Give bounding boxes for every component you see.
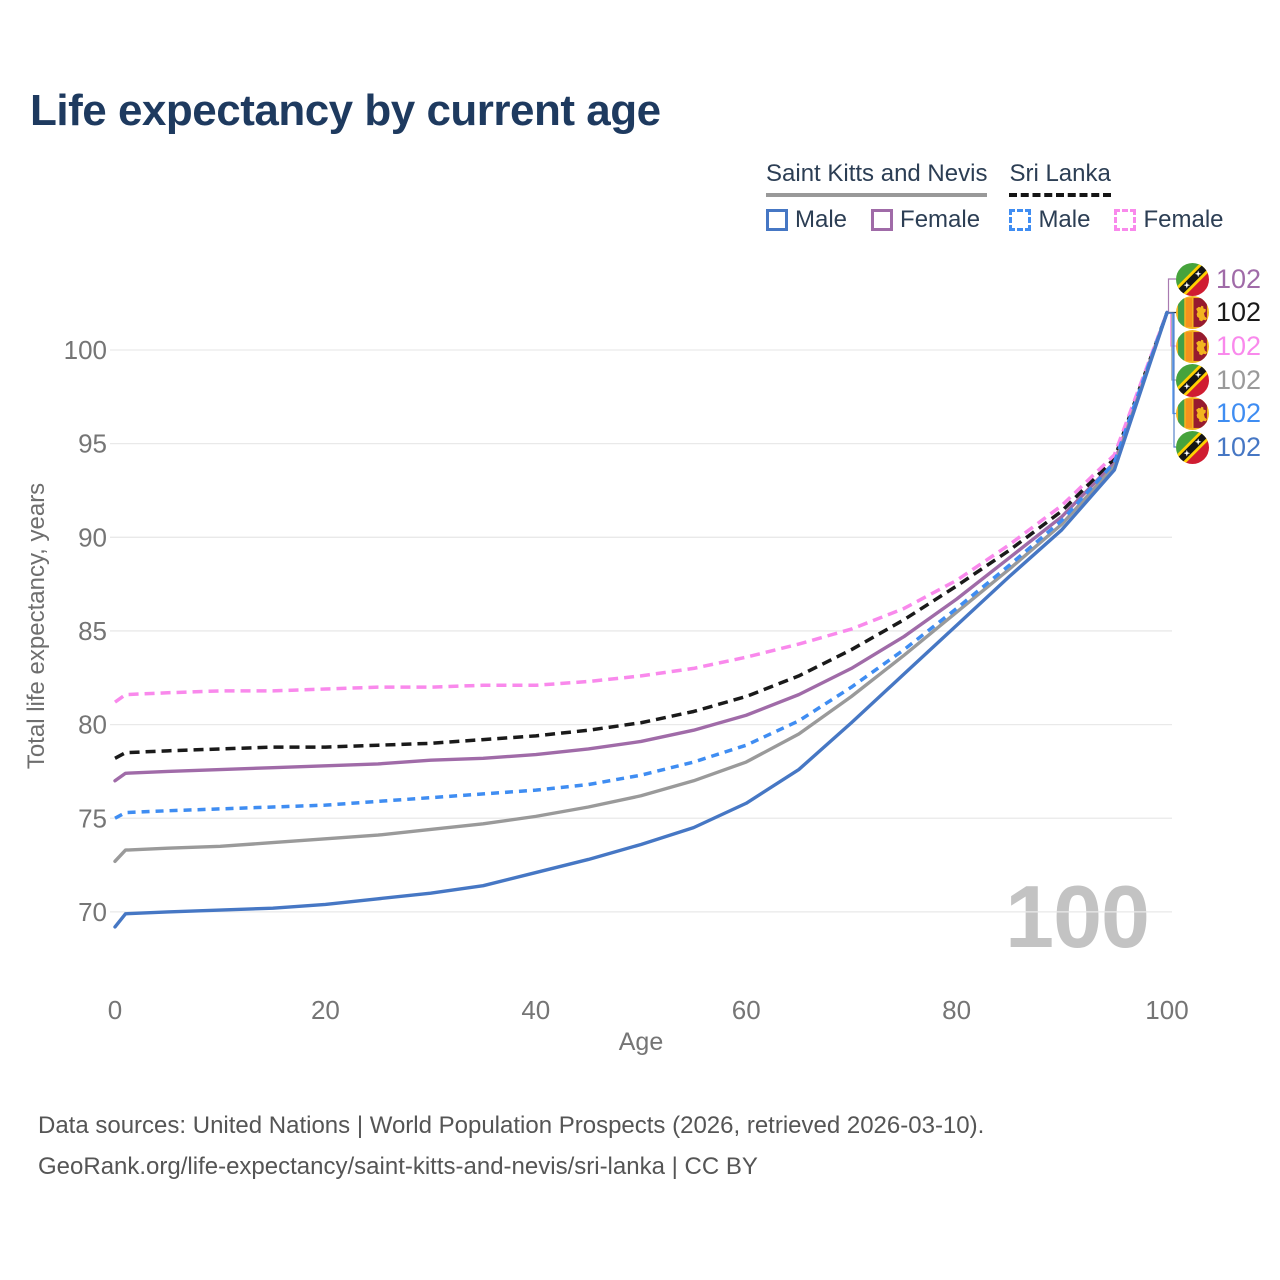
x-axis-title: Age [619,1028,663,1056]
legend-items: Male Female [766,206,987,234]
series-line-skn_female[interactable] [113,310,1169,783]
legend-item-skn-male[interactable]: Male [766,206,847,234]
legend-item-skn-female[interactable]: Female [871,206,980,234]
series-line-lk_total[interactable] [114,311,1169,760]
series-line-skn_total[interactable] [113,310,1169,864]
legend-item-label: Male [1038,206,1091,233]
x-tick-label: 20 [311,995,340,1025]
series-line-lk_male[interactable] [114,311,1169,820]
x-tick-label: 60 [732,995,761,1025]
y-tick-label: 85 [78,616,107,646]
legend-item-label: Male [795,206,848,233]
legend: Saint Kitts and Nevis Male Female Sri La… [766,160,1224,234]
leader-line-skn_male [1167,312,1176,448]
y-tick-label: 95 [78,429,107,459]
skn-male-swatch-icon [766,209,788,231]
x-tick-label: 100 [1145,995,1188,1025]
y-tick-label: 75 [78,803,107,833]
age-watermark: 100 [1005,867,1150,966]
legend-group-title-sri-lanka[interactable]: Sri Lanka [1009,160,1111,197]
lk-male-swatch-icon [1009,209,1032,231]
x-tick-label: 80 [942,995,971,1025]
legend-group-title-saint-kitts-and-nevis[interactable]: Saint Kitts and Nevis [766,160,988,197]
y-tick-label: 90 [78,522,107,552]
skn-female-swatch-icon [871,209,894,231]
page-title: Life expectancy by current age [30,86,661,135]
legend-item-lk-female[interactable]: Female [1114,206,1224,234]
legend-items: Male Female [1009,206,1224,234]
y-tick-label: 100 [64,335,107,365]
legend-group-sri-lanka: Sri Lanka Male Female [1009,160,1224,234]
y-tick-label: 70 [78,897,107,927]
legend-item-lk-male[interactable]: Male [1009,206,1090,234]
y-axis-title: Total life expectancy, years [23,483,50,769]
series-line-skn_male[interactable] [113,310,1169,929]
series-line-lk_female[interactable] [113,311,1169,704]
lk-female-swatch-icon [1114,209,1137,231]
legend-group-saint-kitts-and-nevis: Saint Kitts and Nevis Male Female [766,160,988,234]
legend-item-label: Female [900,206,981,233]
footer: Data sources: United Nations | World Pop… [38,1105,984,1187]
footer-link[interactable]: GeoRank.org/life-expectancy/saint-kitts-… [38,1153,758,1180]
x-tick-label: 0 [108,995,122,1025]
x-tick-label: 40 [521,995,550,1025]
legend-item-label: Female [1143,206,1224,233]
leader-line-skn_female [1167,278,1176,314]
footer-sources: Data sources: United Nations | World Pop… [38,1112,985,1139]
y-tick-label: 80 [78,710,107,740]
